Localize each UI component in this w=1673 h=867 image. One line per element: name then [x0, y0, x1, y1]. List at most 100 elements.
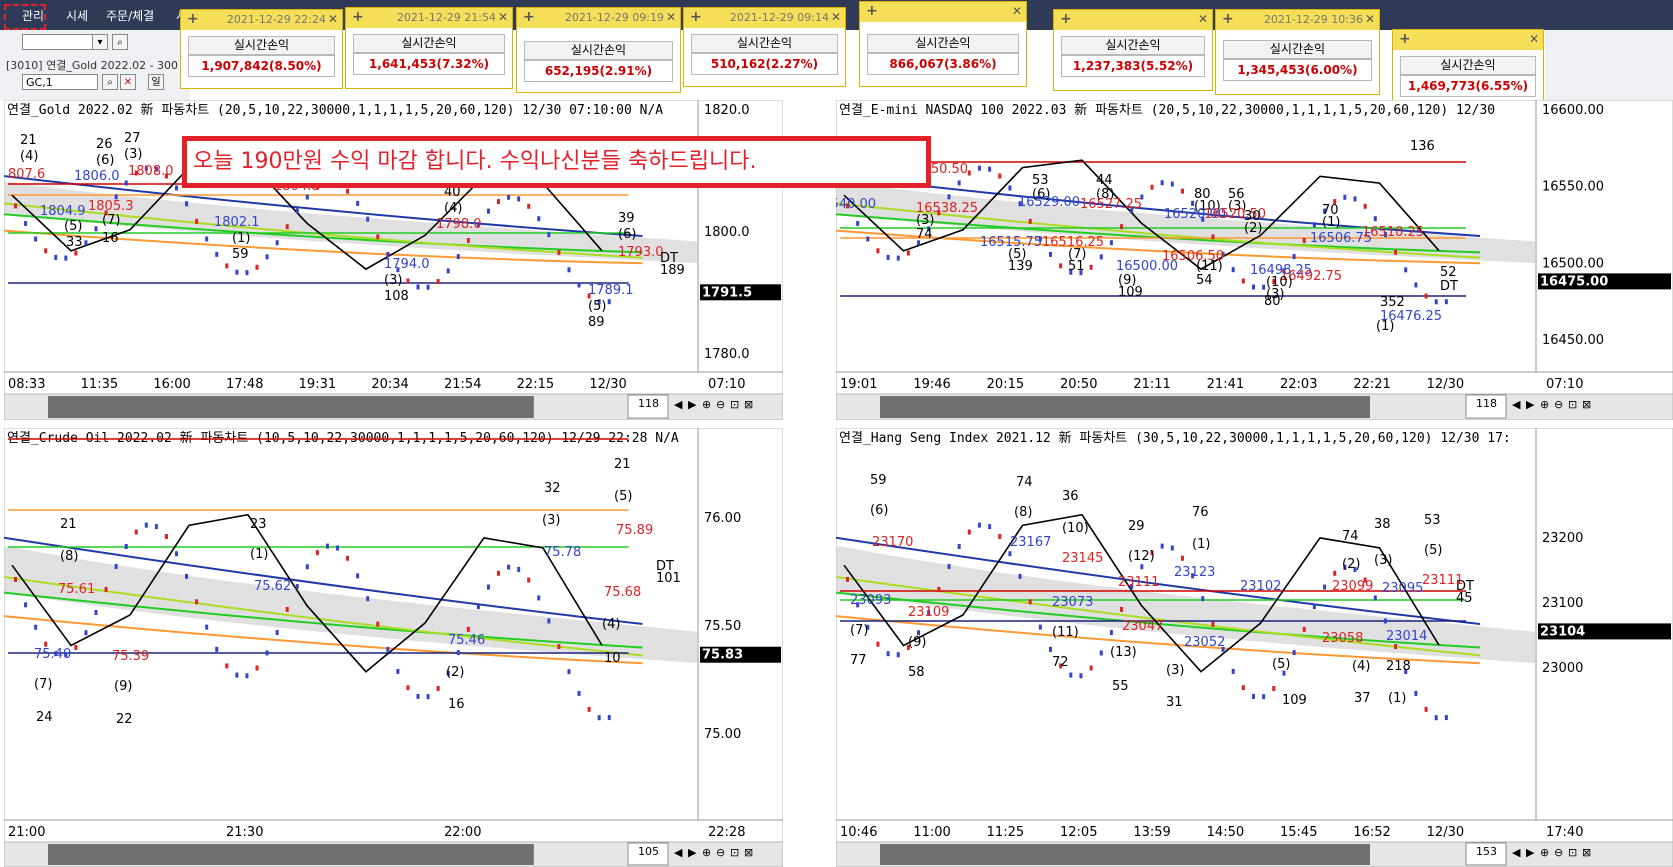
close-icon[interactable]: ✕	[1011, 4, 1022, 18]
scroll-control-icon[interactable]: ⊖	[716, 398, 725, 411]
plus-icon[interactable]: +	[1399, 31, 1411, 47]
candle	[406, 685, 410, 691]
scroll-control-icon[interactable]: ◀	[674, 846, 683, 859]
scroll-control-icon[interactable]: ⊠	[744, 398, 753, 411]
chart-title: 연결_Crude Oil 2022.02 新 파동차트 (10,5,10,22,…	[7, 430, 679, 446]
scroll-control-icon[interactable]: ⊡	[730, 398, 739, 411]
close-icon[interactable]: ✕	[497, 10, 508, 24]
scroll-control-icon[interactable]: ⊠	[1582, 846, 1591, 859]
candle	[366, 216, 370, 222]
scroll-control-icon[interactable]: ⊖	[1554, 846, 1563, 859]
scroll-control-icon[interactable]: ⊠	[744, 846, 753, 859]
scroll-control-icon[interactable]: ◀	[674, 398, 683, 411]
y-tick-label: 16550.00	[1542, 180, 1604, 195]
scroll-count-box[interactable]	[627, 842, 669, 866]
x-tick-label: 21:11	[1133, 377, 1170, 392]
price-tag-text: 23104	[1540, 624, 1585, 639]
candle	[1089, 665, 1093, 671]
wave-label: (3)	[916, 213, 934, 228]
chart-scrollbar[interactable]: 118 ◀ ▶ ⊕ ⊖ ⊡ ⊠	[836, 393, 1673, 420]
chart-scrollbar[interactable]: 105 ◀ ▶ ⊕ ⊖ ⊡ ⊠	[4, 841, 783, 867]
candle	[54, 254, 58, 260]
scroll-control-icon[interactable]: ▶	[688, 398, 697, 411]
close-icon[interactable]: ✕	[1528, 32, 1539, 46]
close-icon[interactable]: ✕	[327, 12, 338, 26]
candle	[416, 284, 420, 290]
scroll-control-icon[interactable]: ⊡	[1568, 398, 1577, 411]
x-tick-label: 15:45	[1280, 825, 1317, 840]
menu-item-quotes[interactable]: 시세	[66, 9, 89, 23]
candle	[305, 194, 309, 200]
wave-label: (2)	[1244, 221, 1262, 236]
candle	[94, 226, 98, 232]
close-icon[interactable]: ✕	[830, 10, 841, 24]
candle	[1272, 686, 1276, 692]
scroll-count-box[interactable]	[1465, 842, 1507, 866]
candle	[305, 564, 309, 570]
candle	[1353, 196, 1357, 202]
scroll-control-icon[interactable]: ⊕	[1540, 846, 1549, 859]
close-icon[interactable]: ✕	[1197, 12, 1208, 26]
scroll-control-icon[interactable]: ⊖	[716, 846, 725, 859]
dropdown-icon[interactable]: ▾	[92, 34, 108, 50]
plus-icon[interactable]: +	[1222, 11, 1234, 27]
scroll-control-icon[interactable]: ⊕	[702, 846, 711, 859]
close-icon[interactable]: ✕	[665, 10, 676, 24]
close-icon[interactable]: ✕	[1364, 12, 1375, 26]
scroll-count-box[interactable]	[1465, 394, 1507, 419]
candle	[466, 626, 470, 632]
app-corner-icon[interactable]	[4, 4, 46, 30]
clear-icon[interactable]: ✕	[120, 74, 136, 90]
wave-label: 1794.0	[384, 257, 430, 272]
candle	[114, 563, 118, 569]
wave-label: (9)	[1118, 273, 1136, 288]
candle	[466, 238, 470, 244]
scroll-control-icon[interactable]: ▶	[1526, 398, 1535, 411]
scroll-control-icon[interactable]: ◀	[1512, 398, 1521, 411]
panel-title: 실시간손익	[1061, 36, 1205, 55]
plus-icon[interactable]: +	[1060, 11, 1072, 27]
cloud-band	[4, 545, 698, 664]
scroll-control-icon[interactable]: ▶	[1526, 846, 1535, 859]
scroll-count: 153	[1476, 845, 1497, 858]
wave-label: 352	[1380, 295, 1405, 310]
plus-icon[interactable]: +	[352, 9, 364, 25]
candle	[315, 550, 319, 556]
window-tab[interactable]: [3010] 연결_Gold 2022.02 - 300	[6, 59, 179, 72]
menu-item-manage[interactable]: 관리	[22, 9, 45, 23]
scroll-count-box[interactable]	[627, 394, 669, 419]
candle	[1353, 566, 1357, 572]
plus-icon[interactable]: +	[690, 9, 702, 25]
scroll-control-icon[interactable]: ⊡	[730, 846, 739, 859]
candle	[607, 715, 611, 721]
candle	[927, 610, 931, 616]
daily-button[interactable]: 일	[148, 74, 164, 90]
wave-label: 807.6	[8, 167, 45, 182]
menu-item-orders[interactable]: 주문/체결	[106, 9, 155, 23]
scroll-control-icon[interactable]: ▶	[688, 846, 697, 859]
chart-scrollbar[interactable]: 118 ◀ ▶ ⊕ ⊖ ⊡ ⊠	[4, 393, 783, 420]
plus-icon[interactable]: +	[187, 11, 199, 27]
panel-value: 652,195(2.91%)	[524, 60, 673, 82]
wave-label: 23052	[1184, 635, 1225, 650]
panel-value: 1,345,453(6.00%)	[1223, 59, 1372, 81]
symbol-select[interactable]: GC,1	[22, 74, 98, 90]
search-icon[interactable]: ⌕	[112, 34, 128, 50]
plus-icon[interactable]: +	[523, 9, 535, 25]
scroll-control-icon[interactable]: ⊡	[1568, 846, 1577, 859]
scroll-control-icon[interactable]: ◀	[1512, 846, 1521, 859]
wave-label: 16510.25	[1362, 225, 1424, 240]
chart-scrollbar[interactable]: 153 ◀ ▶ ⊕ ⊖ ⊡ ⊠	[836, 841, 1673, 867]
candle	[1373, 216, 1377, 222]
candle	[74, 250, 78, 256]
scroll-control-icon[interactable]: ⊕	[702, 398, 711, 411]
price-tag-bg	[1538, 273, 1671, 290]
candle	[1069, 269, 1073, 275]
symbol-search-icon[interactable]: ⌕	[102, 74, 118, 90]
x-tick-label: 22:03	[1280, 377, 1317, 392]
scroll-control-icon[interactable]: ⊕	[1540, 398, 1549, 411]
scroll-control-icon[interactable]: ⊠	[1582, 398, 1591, 411]
wave-label: (5)	[588, 299, 606, 314]
plus-icon[interactable]: +	[866, 3, 878, 19]
scroll-control-icon[interactable]: ⊖	[1554, 398, 1563, 411]
